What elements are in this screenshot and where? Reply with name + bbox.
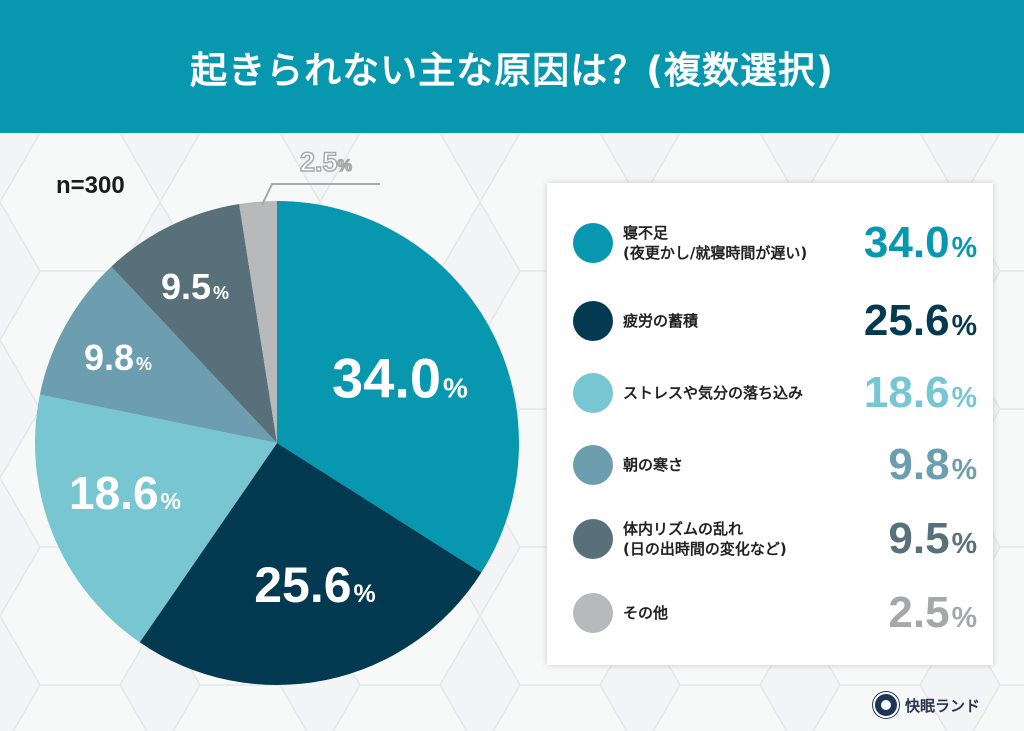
legend-value-number: 18.6 bbox=[863, 368, 950, 417]
pie-slice-label: 18.6% bbox=[69, 466, 181, 520]
callout-value: 2.5 bbox=[299, 146, 338, 178]
legend-percent-sign: % bbox=[951, 310, 977, 342]
legend-value-number: 34.0 bbox=[863, 218, 950, 267]
pie-label-value: 9.5 bbox=[160, 266, 212, 307]
callout-leader-line bbox=[261, 183, 380, 206]
brand-name: 快眠ランド bbox=[905, 696, 981, 715]
chart-title: 起きられない主な原因は？(複数選択) bbox=[190, 48, 834, 92]
legend-color-dot-icon bbox=[573, 519, 613, 559]
pie-slice-label: 25.6% bbox=[254, 556, 376, 614]
legend-label-line1: ストレスや気分の落ち込み bbox=[623, 384, 804, 402]
pie-slice-2 bbox=[139, 443, 482, 685]
pie-label-percent-sign: % bbox=[160, 488, 181, 514]
pie-label-percent-sign: % bbox=[443, 372, 468, 404]
legend-color-dot-icon bbox=[573, 373, 613, 413]
brand: 快眠ランド bbox=[873, 690, 980, 720]
legend-label-line1: 寝不足 bbox=[623, 224, 669, 242]
legend-item: 疲労の蓄積 25.6% bbox=[547, 291, 993, 351]
pie-slice-label: 9.5% bbox=[161, 266, 229, 308]
callout-percent-sign: % bbox=[337, 156, 353, 176]
legend-value-number: 2.5 bbox=[888, 588, 950, 637]
sleep-brand-logo-icon bbox=[873, 692, 899, 718]
pie-slice-4 bbox=[39, 266, 277, 443]
legend-label-line2: (夜更かし/就寝時間が遅い) bbox=[623, 244, 808, 262]
title-bar: 起きられない主な原因は？(複数選択) bbox=[0, 0, 1024, 133]
legend-value-number: 9.5 bbox=[888, 514, 950, 563]
pie-chart bbox=[35, 183, 519, 685]
legend-item: 朝の寒さ 9.8% bbox=[547, 435, 993, 495]
legend-color-dot-icon bbox=[573, 445, 613, 485]
sample-size-label: n=300 bbox=[56, 172, 125, 199]
legend-label-line2: (日の出時間の変化など) bbox=[623, 540, 787, 558]
legend-value: 2.5% bbox=[888, 588, 977, 638]
pie-slice-5 bbox=[111, 203, 277, 443]
legend-item: 体内リズムの乱れ (日の出時間の変化など) 9.5% bbox=[547, 509, 993, 569]
legend-percent-sign: % bbox=[951, 232, 977, 264]
pie-label-value: 9.8 bbox=[83, 337, 135, 378]
other-slice-callout: 2.5% bbox=[299, 146, 353, 178]
legend-item: その他 2.5% bbox=[547, 583, 993, 643]
legend-value-number: 9.8 bbox=[888, 440, 950, 489]
legend-label-line1: その他 bbox=[623, 604, 669, 622]
legend-color-dot-icon bbox=[573, 223, 613, 263]
pie-label-percent-sign: % bbox=[213, 283, 230, 303]
legend-value-number: 25.6 bbox=[863, 296, 950, 345]
legend-label: ストレスや気分の落ち込み bbox=[623, 383, 803, 403]
legend-color-dot-icon bbox=[573, 593, 613, 633]
legend-color-dot-icon bbox=[573, 301, 613, 341]
legend-item: ストレスや気分の落ち込み 18.6% bbox=[547, 363, 993, 423]
pie-slice-6 bbox=[239, 201, 277, 443]
legend-label: 朝の寒さ bbox=[623, 455, 683, 475]
pie-label-percent-sign: % bbox=[353, 580, 376, 608]
legend-value: 18.6% bbox=[864, 368, 977, 418]
legend-item: 寝不足 (夜更かし/就寝時間が遅い) 34.0% bbox=[547, 213, 993, 273]
legend-percent-sign: % bbox=[951, 602, 977, 634]
legend-panel: 寝不足 (夜更かし/就寝時間が遅い) 34.0% 疲労の蓄積 25.6% ストレスや気分の… bbox=[547, 183, 993, 665]
pie-label-value: 25.6 bbox=[254, 557, 352, 613]
legend-value: 9.5% bbox=[888, 514, 977, 564]
legend-label: 疲労の蓄積 bbox=[623, 311, 698, 331]
legend-percent-sign: % bbox=[951, 528, 977, 560]
pie-slice-label: 34.0% bbox=[332, 346, 468, 411]
legend-percent-sign: % bbox=[951, 382, 977, 414]
pie-label-value: 34.0 bbox=[332, 346, 442, 410]
legend-label-line1: 朝の寒さ bbox=[623, 456, 684, 474]
legend-label-line1: 体内リズムの乱れ bbox=[623, 520, 744, 538]
pie-label-value: 18.6 bbox=[69, 467, 159, 519]
legend-value: 34.0% bbox=[864, 218, 977, 268]
legend-label: 体内リズムの乱れ (日の出時間の変化など) bbox=[623, 519, 787, 559]
legend-percent-sign: % bbox=[951, 454, 977, 486]
legend-value: 9.8% bbox=[888, 440, 977, 490]
pie-slice-1 bbox=[277, 201, 519, 573]
legend-label-line1: 疲労の蓄積 bbox=[623, 312, 699, 330]
pie-slice-label: 9.8% bbox=[84, 337, 152, 379]
legend-label: その他 bbox=[623, 603, 668, 623]
legend-label: 寝不足 (夜更かし/就寝時間が遅い) bbox=[623, 223, 807, 263]
pie-slice-3 bbox=[35, 394, 277, 643]
legend-value: 25.6% bbox=[864, 296, 977, 346]
pie-label-percent-sign: % bbox=[136, 354, 153, 374]
